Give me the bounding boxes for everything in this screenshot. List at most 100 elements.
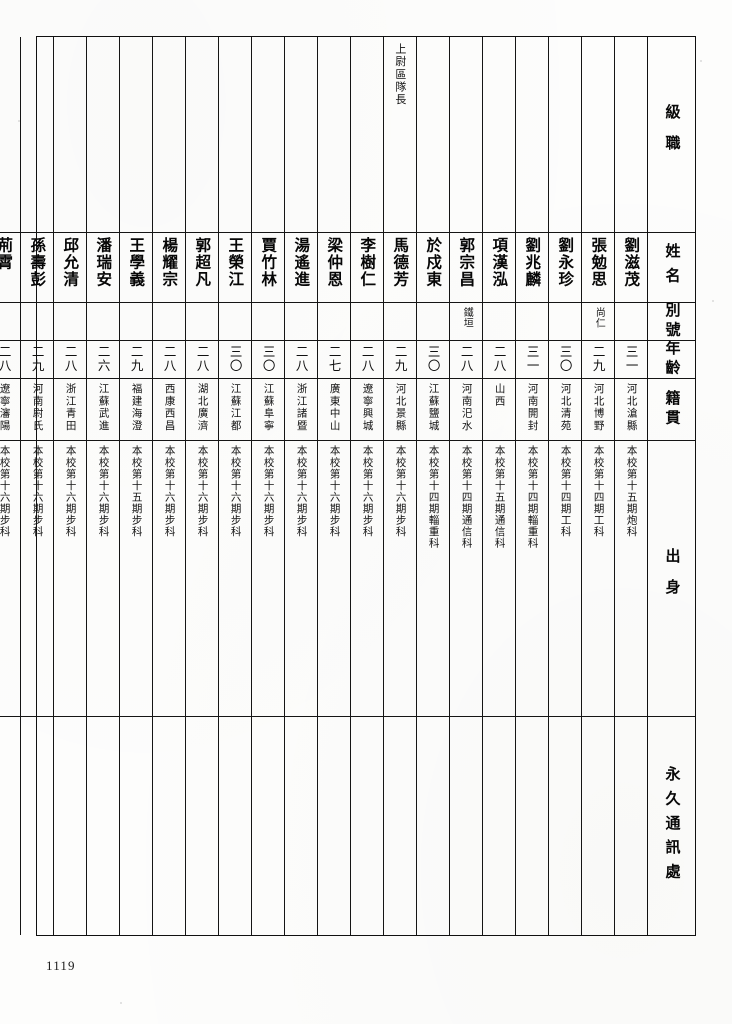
record-origin-text: 河南尉氏	[31, 383, 44, 432]
record-cell-age: 三〇	[252, 341, 284, 379]
record-cell-alias	[252, 303, 284, 341]
record-edu-text: 本校第十六期步科	[229, 445, 242, 538]
record-cell-rank	[516, 37, 548, 233]
record-name-text: 於戍東	[424, 237, 443, 289]
record-column: 孫壽彭 二九 河南尉氏 本校第十六期步科	[20, 37, 53, 935]
record-name-text: 郭宗昌	[457, 237, 476, 289]
record-cell-rank	[153, 37, 185, 233]
record-cell-rank	[186, 37, 218, 233]
record-cell-name: 劉滋茂	[615, 233, 647, 303]
record-cell-edu: 本校第十六期步科	[351, 441, 383, 717]
record-cell-addr	[516, 717, 548, 937]
record-cell-origin: 河南開封	[516, 379, 548, 441]
record-name-text: 邱允清	[61, 237, 80, 289]
record-cell-age: 三〇	[417, 341, 449, 379]
record-origin-text: 浙江青田	[64, 383, 77, 432]
record-age-text: 三〇	[260, 345, 276, 373]
record-age-text: 三〇	[557, 345, 573, 373]
record-name-text: 劉永珍	[556, 237, 575, 289]
record-edu-text: 本校第十六期步科	[0, 445, 11, 538]
record-cell-addr	[120, 717, 152, 937]
record-cell-origin: 河北清苑	[549, 379, 581, 441]
record-column: 梁仲恩 二七 廣東中山 本校第十六期步科	[317, 37, 350, 935]
record-origin-text: 湖北廣濟	[196, 383, 209, 432]
record-cell-edu: 本校第十六期步科	[285, 441, 317, 717]
record-cell-addr	[384, 717, 416, 937]
record-cell-rank	[0, 37, 20, 233]
record-column: 劉滋茂三一河北滄縣本校第十五期炮科	[614, 37, 647, 935]
record-column: 潘瑞安 二六 江蘇武進 本校第十六期步科	[86, 37, 119, 935]
record-cell-addr	[252, 717, 284, 937]
record-name-text: 馬德芳	[391, 237, 410, 289]
record-cell-edu: 本校第十六期步科	[0, 441, 20, 717]
record-name-text: 郭超凡	[193, 237, 212, 289]
record-name-text: 王榮江	[226, 237, 245, 289]
record-cell-rank	[120, 37, 152, 233]
record-cell-rank	[21, 37, 53, 233]
record-cell-name: 郭宗昌	[450, 233, 482, 303]
record-name-text: 張勉思	[589, 237, 608, 289]
record-cell-name: 劉永珍	[549, 233, 581, 303]
record-cell-age: 二八	[54, 341, 86, 379]
record-cell-name: 荊霄	[0, 233, 20, 303]
record-cell-origin: 江蘇武進	[87, 379, 119, 441]
record-cell-age: 二九	[384, 341, 416, 379]
record-cell-alias	[285, 303, 317, 341]
record-cell-age: 二八	[285, 341, 317, 379]
record-column: 王榮江 三〇 江蘇江都 本校第十六期步科	[218, 37, 251, 935]
record-cell-edu: 本校第十四期輜重科	[516, 441, 548, 717]
record-cell-rank	[87, 37, 119, 233]
record-cell-name: 劉兆麟	[516, 233, 548, 303]
header-cell-alias: 別號	[648, 303, 695, 341]
record-cell-name: 於戍東	[417, 233, 449, 303]
record-cell-addr	[0, 717, 20, 937]
record-edu-text: 本校第十六期步科	[361, 445, 374, 538]
record-origin-text: 河北滄縣	[625, 383, 638, 432]
record-column: 邱允清 二八 浙江青田 本校第十六期步科	[53, 37, 86, 935]
record-cell-rank	[252, 37, 284, 233]
record-age-text: 二七	[326, 345, 342, 373]
record-name-text: 王學義	[127, 237, 146, 289]
record-cell-addr	[417, 717, 449, 937]
record-name-text: 劉兆麟	[523, 237, 542, 289]
record-cell-rank	[615, 37, 647, 233]
record-edu-text: 本校第十六期步科	[163, 445, 176, 538]
record-cell-origin: 西康西昌	[153, 379, 185, 441]
record-cell-name: 楊耀宗	[153, 233, 185, 303]
record-name-text: 劉滋茂	[622, 237, 641, 289]
record-column: 湯遙進 二八 浙江諸暨 本校第十六期步科	[284, 37, 317, 935]
header-cell-education: 出身	[648, 441, 695, 717]
record-name-text: 孫壽彭	[28, 237, 47, 289]
roster-table: 級職 姓名 別號 年齡 籍貫 出身 永久通訊處 劉滋茂 三一 河北滄縣 本校第十五期炮…	[0, 36, 696, 937]
record-cell-alias	[483, 303, 515, 341]
record-edu-text: 本校第十四期輜重科	[427, 445, 440, 549]
scan-speck	[700, 60, 702, 62]
record-cell-edu: 本校第十五期炮科	[615, 441, 647, 717]
record-cell-addr	[318, 717, 350, 937]
record-edu-text: 本校第十六期步科	[262, 445, 275, 538]
record-cell-age: 二九	[582, 341, 614, 379]
record-cell-edu: 本校第十五期步科	[120, 441, 152, 717]
record-origin-text: 江蘇江都	[229, 383, 242, 432]
record-cell-edu: 本校第十六期步科	[384, 441, 416, 717]
record-edu-text: 本校第十四期通信科	[460, 445, 473, 549]
record-column: 劉兆麟 三一 河南開封 本校第十四期輜重科	[515, 37, 548, 935]
record-origin-text: 廣東中山	[328, 383, 341, 432]
record-cell-name: 郭超凡	[186, 233, 218, 303]
record-cell-age: 二八	[351, 341, 383, 379]
record-origin-text: 河南開封	[526, 383, 539, 432]
record-edu-text: 本校第十五期步科	[130, 445, 143, 538]
record-cell-rank	[582, 37, 614, 233]
record-origin-text: 河北清苑	[559, 383, 572, 432]
record-cell-age: 三〇	[549, 341, 581, 379]
scan-speck	[120, 1002, 122, 1004]
record-age-text: 三一	[623, 345, 639, 373]
record-age-text: 三〇	[425, 345, 441, 373]
record-column: 郭超凡 二八 湖北廣濟 本校第十六期步科	[185, 37, 218, 935]
record-name-text: 項漢泓	[490, 237, 509, 289]
record-cell-alias	[0, 303, 20, 341]
record-cell-origin: 遼寧瀋陽	[0, 379, 20, 441]
record-column: 賈竹林 三〇 江蘇阜寧 本校第十六期步科	[251, 37, 284, 935]
record-cell-name: 湯遙進	[285, 233, 317, 303]
record-cell-edu: 本校第十四期工科	[549, 441, 581, 717]
